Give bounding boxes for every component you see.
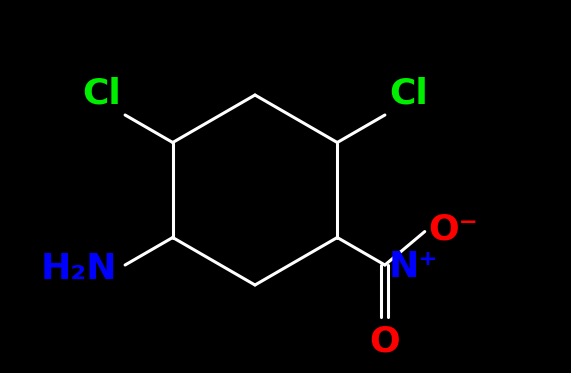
Text: O: O xyxy=(369,325,400,359)
Text: O⁻: O⁻ xyxy=(429,213,478,247)
Text: H₂N: H₂N xyxy=(41,252,117,286)
Text: Cl: Cl xyxy=(389,77,428,111)
Text: N⁺: N⁺ xyxy=(389,250,439,284)
Text: Cl: Cl xyxy=(82,77,121,111)
